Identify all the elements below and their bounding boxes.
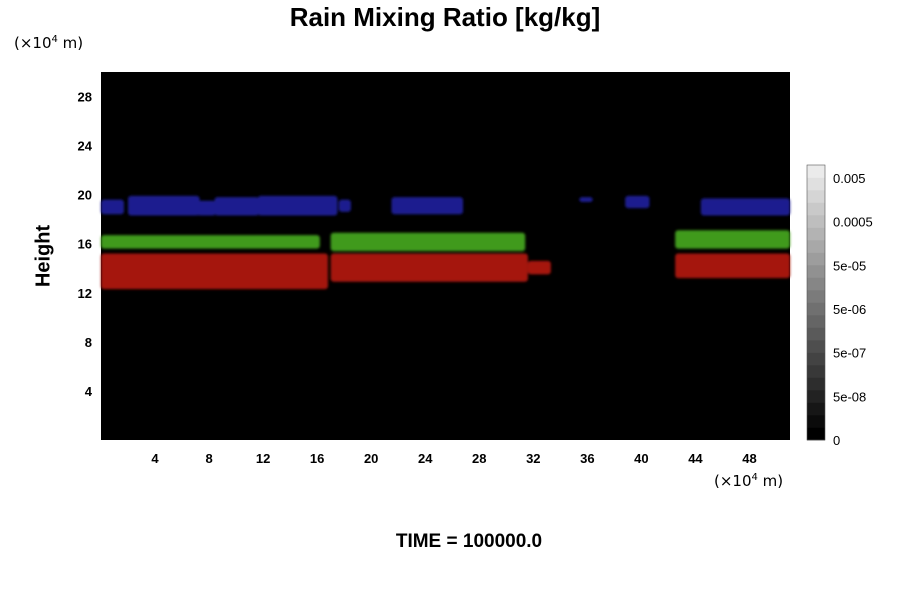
colorbar-level bbox=[807, 290, 825, 303]
green-band-segment-1 bbox=[330, 232, 526, 252]
x-axis-unit: (×104 m) bbox=[714, 472, 784, 490]
red-band-segment-0 bbox=[101, 253, 328, 290]
y-tick-label: 16 bbox=[78, 237, 92, 252]
colorbar-level bbox=[807, 227, 825, 241]
green-band-segment-2 bbox=[675, 230, 790, 249]
blue-band-segment-8 bbox=[625, 195, 650, 209]
x-tick-label: 12 bbox=[256, 451, 270, 466]
blue-band-segment-0 bbox=[101, 199, 124, 215]
x-tick-label: 48 bbox=[742, 451, 756, 466]
colorbar-level bbox=[807, 340, 825, 353]
red-band-segment-1 bbox=[330, 253, 528, 282]
colorbar-tick-label: 5e-06 bbox=[833, 302, 866, 317]
colorbar-tick-label: 0 bbox=[833, 433, 840, 448]
colorbar-level bbox=[807, 190, 825, 203]
y-tick-label: 20 bbox=[78, 188, 92, 203]
colorbar-level bbox=[807, 415, 825, 428]
colorbar-tick-label: 0.0005 bbox=[833, 215, 873, 230]
y-tick-label: 12 bbox=[78, 286, 92, 301]
blue-band-segment-3 bbox=[214, 197, 260, 216]
colorbar-level bbox=[807, 315, 825, 328]
colorbar-level bbox=[807, 240, 825, 253]
x-tick-label: 44 bbox=[688, 451, 703, 466]
y-axis-unit: (×104 m) bbox=[14, 34, 84, 52]
y-tick-label: 28 bbox=[78, 90, 92, 105]
x-tick-label: 4 bbox=[151, 451, 159, 466]
y-tick-label: 24 bbox=[78, 139, 93, 154]
x-tick-label: 32 bbox=[526, 451, 540, 466]
x-tick-label: 20 bbox=[364, 451, 378, 466]
colorbar-level bbox=[807, 327, 825, 341]
x-tick-label: 28 bbox=[472, 451, 486, 466]
y-tick-label: 4 bbox=[85, 384, 93, 399]
y-tick-label: 8 bbox=[85, 335, 92, 350]
colorbar-tick-label: 5e-07 bbox=[833, 346, 866, 361]
colorbar-level bbox=[807, 377, 825, 391]
colorbar-level bbox=[807, 302, 825, 316]
colorbar-tick-label: 0.005 bbox=[833, 171, 866, 186]
x-tick-label: 8 bbox=[205, 451, 212, 466]
blue-band-segment-9 bbox=[700, 198, 790, 216]
x-tick-label: 24 bbox=[418, 451, 433, 466]
colorbar-tick-label: 5e-08 bbox=[833, 389, 866, 404]
blue-band-segment-4 bbox=[257, 195, 338, 216]
blue-band-segment-2 bbox=[196, 200, 216, 216]
colorbar-level bbox=[807, 202, 825, 216]
blue-band-segment-7 bbox=[579, 197, 593, 203]
colorbar-level bbox=[807, 252, 825, 266]
colorbar-level bbox=[807, 427, 825, 441]
chart-title: Rain Mixing Ratio [kg/kg] bbox=[289, 2, 601, 32]
colorbar-level bbox=[807, 365, 825, 378]
colorbar-level bbox=[807, 177, 825, 191]
colorbar-level bbox=[807, 390, 825, 403]
colorbar-level bbox=[807, 277, 825, 291]
time-label: TIME = 100000.0 bbox=[395, 531, 543, 552]
blue-band-segment-1 bbox=[128, 195, 200, 216]
red-band-segment-3 bbox=[675, 253, 790, 279]
colorbar-level bbox=[807, 352, 825, 366]
colorbar-level bbox=[807, 402, 825, 416]
x-tick-label: 36 bbox=[580, 451, 594, 466]
green-band-segment-0 bbox=[101, 235, 320, 249]
colorbar-frame bbox=[806, 164, 826, 441]
colorbar-level bbox=[807, 215, 825, 228]
colorbar-tick-label: 5e-05 bbox=[833, 258, 866, 273]
colorbar: 0.005 0.0005 5e-05 5e-06 5e-07 5e-08 0 bbox=[806, 164, 873, 448]
x-tick-label: 40 bbox=[634, 451, 648, 466]
colorbar-level bbox=[807, 265, 825, 278]
red-band-segment-2 bbox=[527, 260, 551, 275]
blue-band-segment-5 bbox=[338, 199, 351, 212]
blue-band-segment-6 bbox=[391, 197, 464, 215]
x-tick-label: 16 bbox=[310, 451, 324, 466]
colorbar-level bbox=[807, 165, 825, 178]
